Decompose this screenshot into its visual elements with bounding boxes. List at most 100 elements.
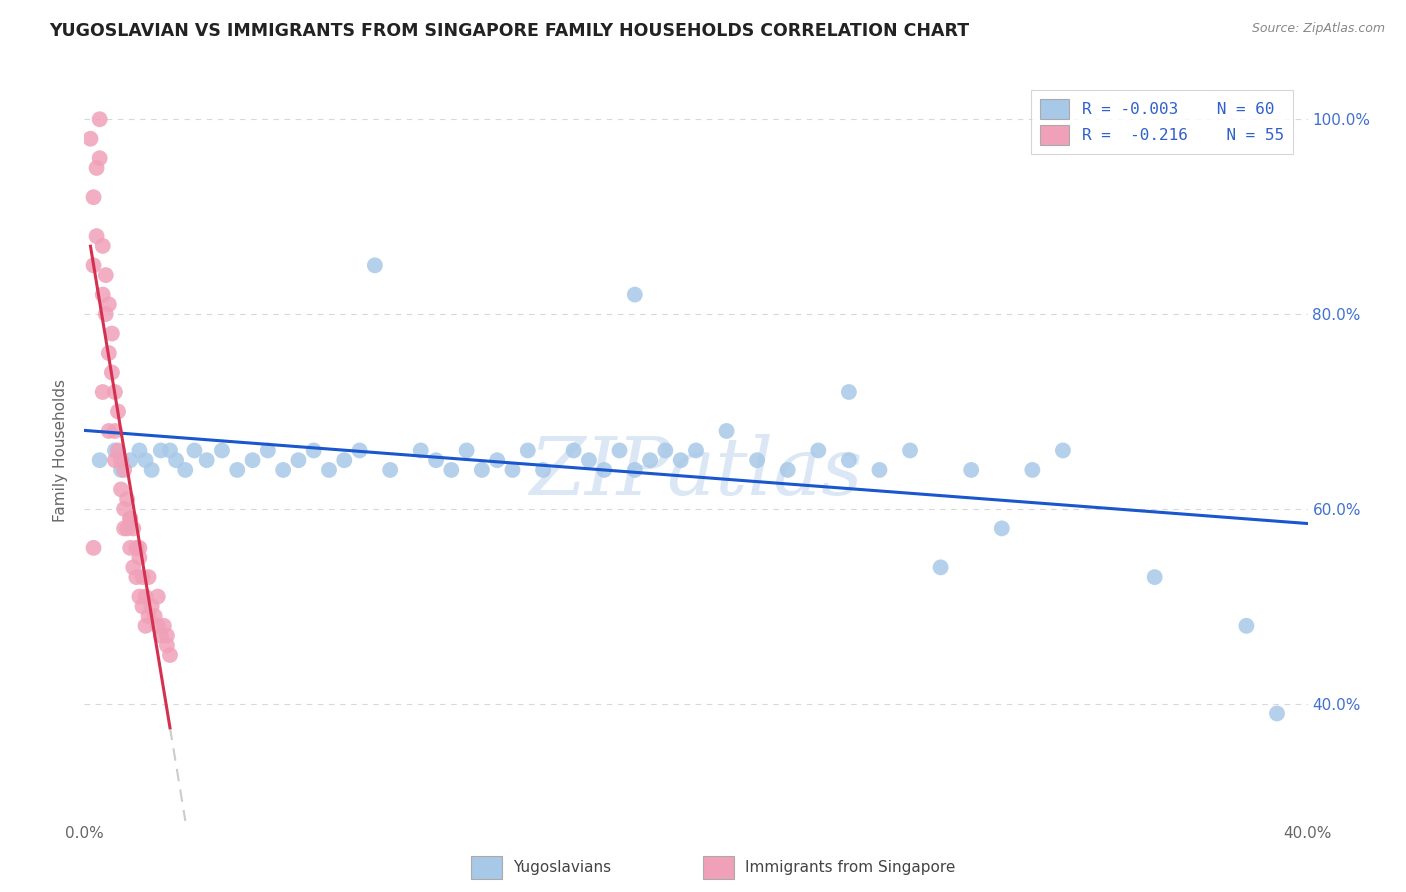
Point [110,453,132,467]
Point [716,424,738,438]
Point [929,560,952,574]
Point [86,229,108,244]
Point [257,443,280,458]
Point [156,638,179,652]
Point [807,443,830,458]
Point [104,443,127,458]
Text: ZIPatlas: ZIPatlas [529,434,863,511]
Point [138,570,160,584]
Point [138,609,160,624]
Point [578,453,600,467]
Point [97,346,120,360]
Y-axis label: Family Households: Family Households [53,379,69,522]
Point [159,443,181,458]
Point [440,463,463,477]
Point [562,443,585,458]
Legend: R = -0.003    N = 60, R =  -0.216    N = 55: R = -0.003 N = 60, R = -0.216 N = 55 [1031,90,1294,154]
Point [271,463,294,477]
Point [97,424,120,438]
Point [146,619,169,633]
Point [135,453,157,467]
Point [120,453,142,467]
Point [135,590,157,604]
Point [91,384,114,399]
Point [83,541,105,555]
Point [486,453,509,467]
Point [302,443,325,458]
Point [143,609,166,624]
Point [502,463,524,477]
Point [318,463,340,477]
Point [89,112,111,127]
Point [165,453,187,467]
Point [91,239,114,253]
Point [120,541,142,555]
Point [838,453,860,467]
Point [110,463,132,477]
Point [226,463,249,477]
Point [624,463,647,477]
Point [1052,443,1074,458]
Point [125,541,148,555]
Point [195,453,218,467]
Point [128,590,150,604]
Text: Yugoslavians: Yugoslavians [513,860,612,874]
Point [211,443,233,458]
Point [516,443,538,458]
Point [869,463,891,477]
Point [89,453,111,467]
Point [531,463,554,477]
Point [83,259,105,273]
Point [115,521,138,535]
Point [128,443,150,458]
Point [101,326,124,341]
Point [122,521,145,535]
Point [349,443,371,458]
Point [593,463,616,477]
Point [624,287,647,301]
Point [128,550,150,565]
Point [131,570,153,584]
Point [120,511,142,525]
Point [83,190,105,204]
Point [654,443,676,458]
Point [135,619,157,633]
Point [120,511,142,525]
Point [242,453,264,467]
Point [107,404,129,418]
Point [898,443,921,458]
Point [104,424,127,438]
Point [287,453,309,467]
Point [115,492,138,507]
Point [156,629,179,643]
Point [89,151,111,165]
Point [153,619,176,633]
Point [94,307,117,321]
Point [101,366,124,380]
Point [122,560,145,574]
Point [149,629,172,643]
Point [380,463,402,477]
Point [110,483,132,497]
Point [159,648,181,662]
Point [125,570,148,584]
Point [685,443,707,458]
Point [128,541,150,555]
Point [141,463,163,477]
Point [638,453,661,467]
Point [174,463,197,477]
Point [838,384,860,399]
Point [364,259,387,273]
Point [141,599,163,614]
Bar [703,856,734,879]
Point [107,443,129,458]
Point [747,453,769,467]
Text: Source: ZipAtlas.com: Source: ZipAtlas.com [1251,22,1385,36]
Text: Immigrants from Singapore: Immigrants from Singapore [745,860,956,874]
Point [1265,706,1288,721]
Point [333,453,356,467]
Point [669,453,692,467]
Point [149,443,172,458]
Point [91,287,114,301]
Point [991,521,1014,535]
